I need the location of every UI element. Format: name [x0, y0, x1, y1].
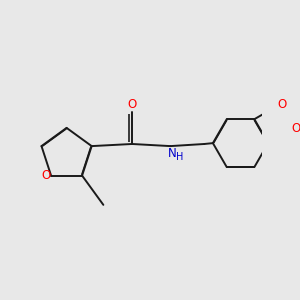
- Text: N: N: [168, 147, 177, 160]
- Text: H: H: [176, 152, 183, 162]
- Text: O: O: [41, 169, 50, 182]
- Text: O: O: [128, 98, 137, 111]
- Text: O: O: [278, 98, 287, 111]
- Text: O: O: [292, 122, 300, 135]
